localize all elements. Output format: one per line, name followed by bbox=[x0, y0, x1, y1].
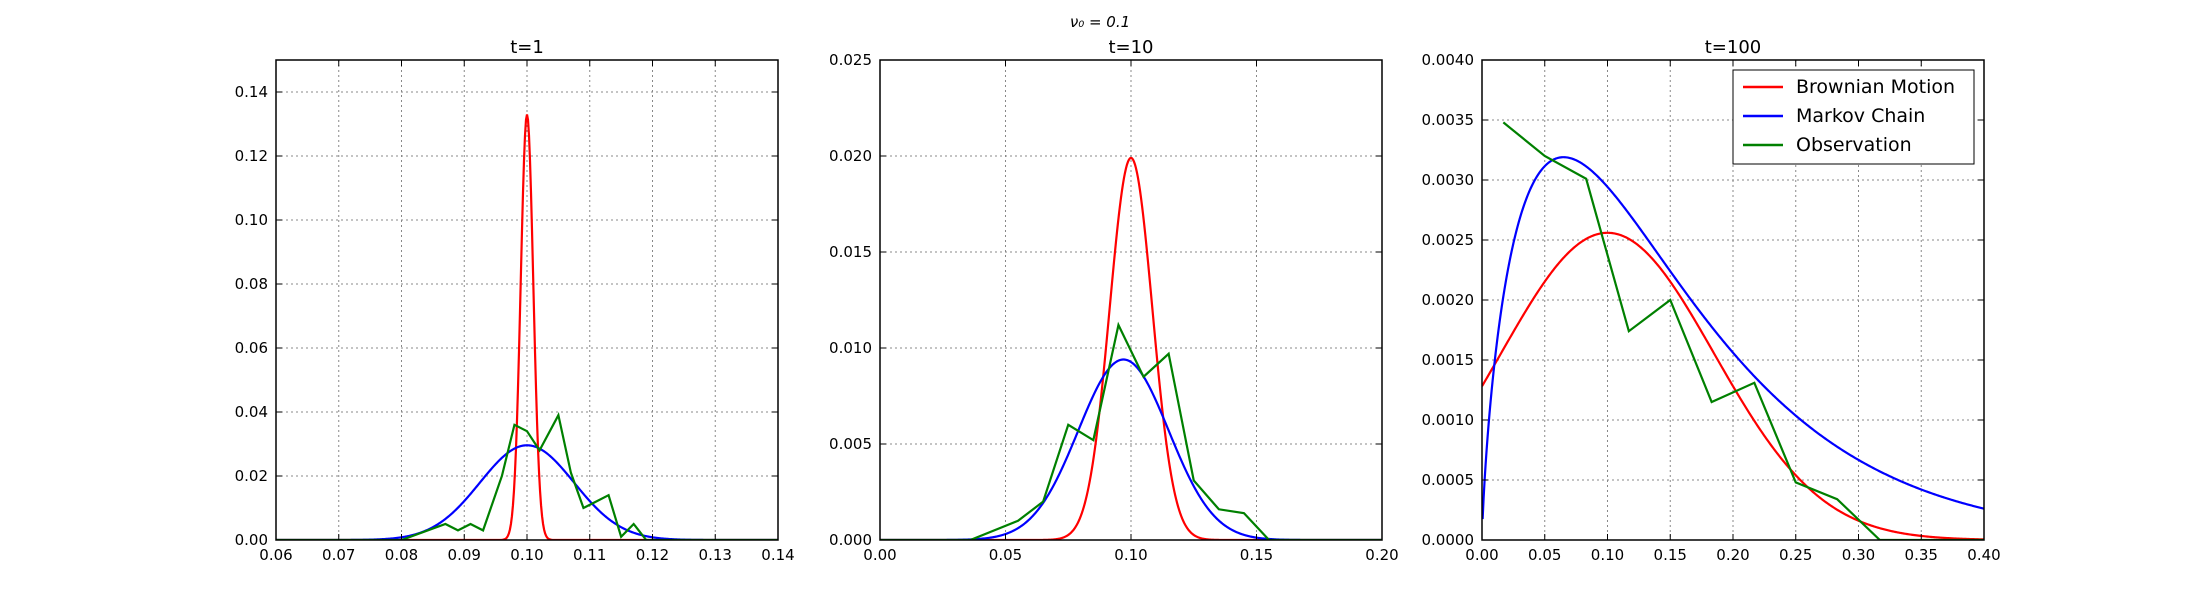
y-tick-label: 0.10 bbox=[235, 211, 268, 229]
subplot-3: 0.00 0.05 0.10 0.15 0.20 0.25 0.30 0.35 0.40 0.00… bbox=[1422, 37, 2001, 564]
y-tick-label: 0.04 bbox=[235, 403, 268, 421]
series-line-observation bbox=[880, 321, 1382, 540]
x-tick-label: 0.00 bbox=[863, 546, 896, 564]
x-tick-label: 0.05 bbox=[989, 546, 1022, 564]
x-tick-label: 0.06 bbox=[259, 546, 292, 564]
x-tick-label: 0.20 bbox=[1365, 546, 1398, 564]
subplot-title: t=10 bbox=[1108, 37, 1153, 58]
y-tick-label: 0.12 bbox=[235, 147, 268, 165]
x-tick-label: 0.10 bbox=[1591, 546, 1624, 564]
x-tick-label: 0.05 bbox=[1528, 546, 1561, 564]
y-tick-label: 0.0005 bbox=[1422, 471, 1475, 489]
legend-label: Brownian Motion bbox=[1796, 76, 1955, 98]
series-line-observation bbox=[276, 412, 778, 540]
y-tick-label: 0.02 bbox=[235, 467, 268, 485]
x-tick-label: 0.15 bbox=[1240, 546, 1273, 564]
y-tick-label: 0.015 bbox=[829, 243, 872, 261]
x-tick-label: 0.08 bbox=[385, 546, 418, 564]
y-tick-label: 0.00 bbox=[235, 531, 268, 549]
figure-suptitle: ν₀ = 0.1 bbox=[1070, 13, 1130, 31]
y-tick-label: 0.000 bbox=[829, 531, 872, 549]
series-line-brownian-motion bbox=[276, 114, 778, 540]
subplot-title: t=1 bbox=[510, 37, 544, 58]
legend-label: Observation bbox=[1796, 134, 1912, 156]
y-tick-label: 0.020 bbox=[829, 147, 872, 165]
y-tick-label: 0.06 bbox=[235, 339, 268, 357]
x-tick-label: 0.07 bbox=[322, 546, 355, 564]
y-tick-label: 0.005 bbox=[829, 435, 872, 453]
y-tick-label: 0.0025 bbox=[1422, 231, 1475, 249]
y-tick-label: 0.010 bbox=[829, 339, 872, 357]
x-tick-label: 0.09 bbox=[448, 546, 481, 564]
x-tick-label: 0.20 bbox=[1716, 546, 1749, 564]
y-tick-label: 0.0035 bbox=[1422, 111, 1475, 129]
y-tick-label: 0.08 bbox=[235, 275, 268, 293]
x-tick-label: 0.11 bbox=[573, 546, 606, 564]
y-tick-label: 0.0000 bbox=[1422, 531, 1475, 549]
subplot-2: 0.00 0.05 0.10 0.15 0.20 0.000 0.005 0.010 0.015… bbox=[829, 37, 1399, 564]
x-tick-label: 0.25 bbox=[1779, 546, 1812, 564]
y-tick-label: 0.025 bbox=[829, 51, 872, 69]
subplot-title: t=100 bbox=[1705, 37, 1762, 58]
x-tick-label: 0.10 bbox=[1114, 546, 1147, 564]
x-tick-label: 0.15 bbox=[1654, 546, 1687, 564]
x-tick-label: 0.00 bbox=[1465, 546, 1498, 564]
y-tick-label: 0.0015 bbox=[1422, 351, 1475, 369]
x-tick-label: 0.12 bbox=[636, 546, 669, 564]
legend: Brownian Motion Markov Chain Observation bbox=[1732, 69, 1975, 165]
legend-label: Markov Chain bbox=[1796, 105, 1925, 127]
x-tick-label: 0.10 bbox=[510, 546, 543, 564]
x-tick-label: 0.35 bbox=[1905, 546, 1938, 564]
series-line-brownian-motion bbox=[1482, 231, 1984, 540]
y-tick-label: 0.14 bbox=[235, 83, 268, 101]
y-tick-label: 0.0030 bbox=[1422, 171, 1475, 189]
y-tick-label: 0.0010 bbox=[1422, 411, 1475, 429]
x-tick-label: 0.14 bbox=[761, 546, 794, 564]
x-tick-label: 0.13 bbox=[699, 546, 732, 564]
series-line-brownian-motion bbox=[880, 156, 1382, 540]
series-line-markov-chain bbox=[1482, 156, 1984, 520]
series-line-observation bbox=[1502, 121, 1984, 540]
x-tick-label: 0.30 bbox=[1842, 546, 1875, 564]
y-tick-label: 0.0020 bbox=[1422, 291, 1475, 309]
y-tick-label: 0.0040 bbox=[1422, 51, 1475, 69]
subplot-1: 0.06 0.07 0.08 0.09 0.10 0.11 0.12 0.13 0.14 0.00… bbox=[235, 37, 795, 564]
x-tick-label: 0.40 bbox=[1967, 546, 2000, 564]
